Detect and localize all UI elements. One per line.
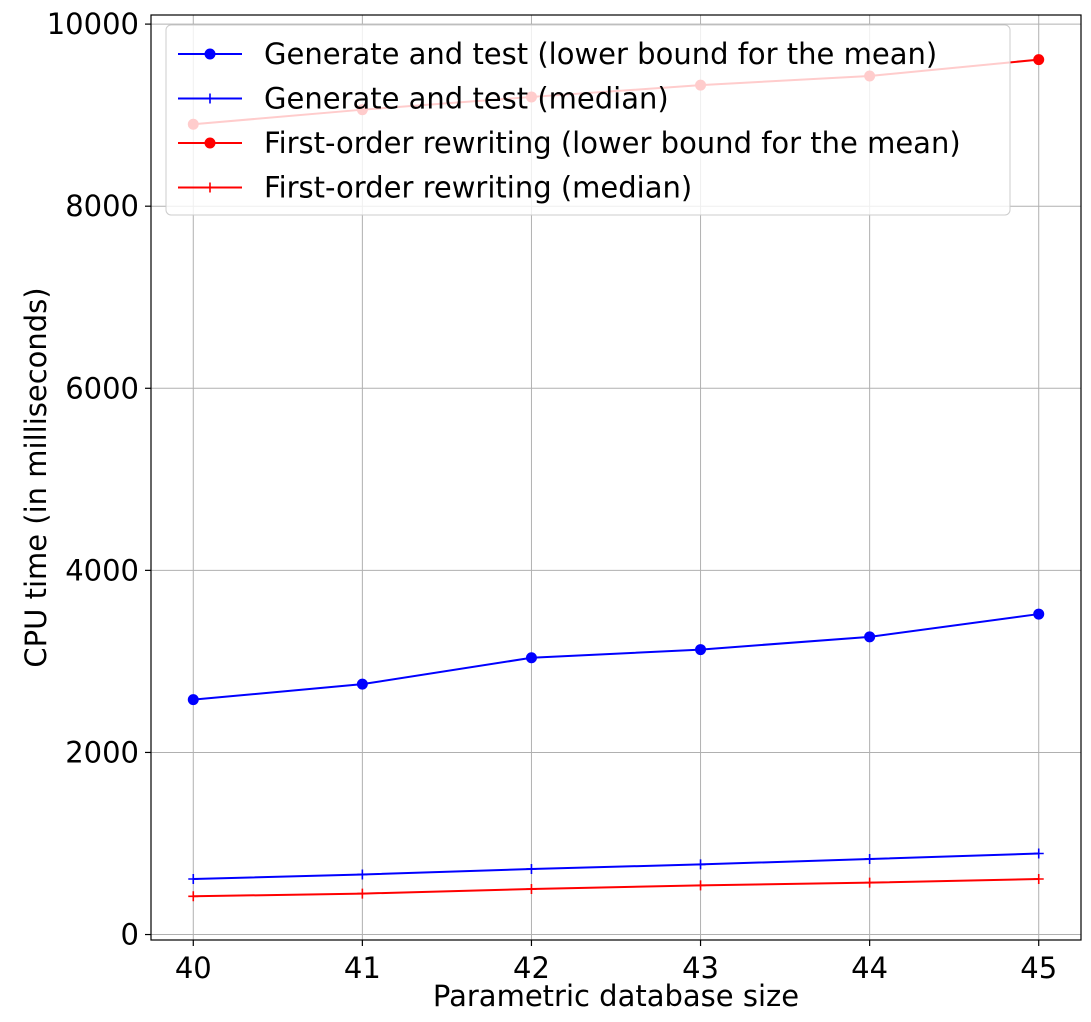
- data-point: [1033, 848, 1044, 859]
- data-point: [525, 652, 537, 664]
- data-point: [526, 863, 537, 874]
- x-tick-label: 40: [175, 951, 212, 985]
- data-point: [187, 694, 199, 706]
- data-point: [356, 678, 368, 690]
- data-point: [695, 644, 707, 656]
- y-tick-label: 8000: [65, 189, 139, 223]
- legend-label: Generate and test (median): [264, 82, 669, 116]
- y-tick-label: 4000: [65, 553, 139, 587]
- series-1: [188, 848, 1044, 885]
- data-point: [526, 884, 537, 895]
- data-point: [864, 631, 876, 643]
- series-3: [188, 874, 1044, 902]
- data-point: [357, 888, 368, 899]
- legend-item: First-order rewriting (median): [178, 171, 692, 205]
- data-point: [357, 869, 368, 880]
- x-axis-ticks: 40 41 42 43 44 45: [175, 940, 1057, 985]
- data-point: [1033, 54, 1045, 66]
- y-tick-label: 2000: [65, 735, 139, 769]
- y-axis-ticks: 0 2000 4000 6000 8000 10000: [47, 7, 151, 952]
- legend-item: Generate and test (lower bound for the m…: [178, 37, 937, 71]
- x-tick-label: 43: [682, 951, 719, 985]
- legend-label: Generate and test (lower bound for the m…: [264, 37, 937, 71]
- x-tick-label: 44: [851, 951, 888, 985]
- data-point: [1033, 874, 1044, 885]
- series-line: [193, 878, 1039, 898]
- plot-frame: [150, 14, 1082, 941]
- y-tick-label: 6000: [65, 371, 139, 405]
- series-line: [193, 852, 1039, 881]
- legend-marker: [205, 182, 215, 193]
- legend-marker: [205, 93, 215, 104]
- legend-item: First-order rewriting (lower bound for t…: [178, 126, 961, 160]
- y-axis-label: CPU time (in milliseconds): [19, 287, 53, 667]
- data-point: [1033, 608, 1045, 620]
- series-0: [187, 608, 1045, 706]
- legend-marker: [204, 48, 216, 60]
- y-tick-label: 0: [121, 918, 139, 952]
- x-tick-label: 45: [1020, 951, 1057, 985]
- legend: Generate and test (lower bound for the m…: [165, 24, 1011, 216]
- data-point: [188, 891, 199, 902]
- y-tick-label: 10000: [47, 7, 139, 41]
- data-point: [188, 874, 199, 885]
- data-point: [864, 853, 875, 864]
- legend-item: Generate and test (median): [178, 82, 669, 116]
- x-tick-label: 42: [513, 951, 550, 985]
- legend-marker: [204, 137, 216, 149]
- x-tick-label: 41: [344, 951, 381, 985]
- legend-box: [165, 24, 1011, 216]
- x-axis-label: Parametric database size: [433, 979, 799, 1013]
- data-point: [695, 859, 706, 870]
- series-line: [193, 613, 1039, 701]
- legend-label: First-order rewriting (median): [264, 171, 692, 205]
- legend-label: First-order rewriting (lower bound for t…: [264, 126, 961, 160]
- data-point: [864, 877, 875, 888]
- data-point: [695, 880, 706, 891]
